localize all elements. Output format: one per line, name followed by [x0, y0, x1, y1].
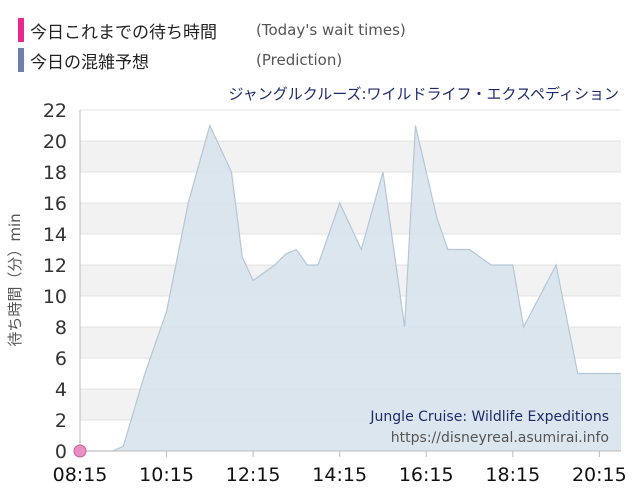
y-tick-label: 2: [55, 410, 67, 432]
grid-band: [80, 141, 621, 172]
watermark-title: Jungle Cruise: Wildlife Expeditions: [369, 409, 609, 425]
y-tick-label: 20: [43, 131, 67, 153]
chart-title: ジャングルクルーズ:ワイルドライフ・エクスペディション: [228, 85, 619, 103]
x-tick-label: 16:15: [399, 464, 454, 486]
x-tick-label: 08:15: [53, 464, 108, 486]
grid-band: [80, 110, 621, 141]
actual-point: [73, 444, 87, 458]
legend-actual-label-jp: 今日これまでの待ち時間: [30, 22, 217, 43]
prediction-area: [80, 123, 621, 452]
legend-prediction: 今日の混雑予想 (Prediction): [18, 48, 343, 73]
x-tick-label: 20:15: [572, 464, 627, 486]
chart-axes: 0 2 4 6 8 10 12 14 16 18 20 22 08:15 10:15 12:15 14:15 1…: [43, 100, 627, 486]
actual-points: [73, 444, 87, 458]
legend-actual-swatch: [18, 18, 24, 42]
y-tick-label: 16: [43, 193, 67, 215]
y-tick-label: 4: [55, 379, 67, 401]
x-tick-label: 14:15: [312, 464, 367, 486]
legend-prediction-label-jp: 今日の混雑予想: [30, 52, 149, 73]
y-tick-label: 0: [55, 441, 67, 463]
x-tick-label: 12:15: [226, 464, 281, 486]
prediction-area-fill: [80, 125, 621, 451]
watermark-url: https://disneyreal.asumirai.info: [391, 430, 609, 446]
prediction-line: [80, 123, 621, 452]
y-tick-label: 8: [55, 317, 67, 339]
y-tick-label: 6: [55, 348, 67, 370]
legend-prediction-label-en: (Prediction): [256, 51, 343, 69]
y-tick-label: 22: [43, 100, 67, 122]
y-tick-label: 12: [43, 255, 67, 277]
y-tick-label: 14: [43, 224, 67, 246]
y-axis-label: 待ち時間（分）min: [6, 213, 24, 346]
legend-actual: 今日これまでの待ち時間 (Today's wait times): [18, 18, 406, 43]
y-tick-label: 10: [43, 286, 67, 308]
y-tick-label: 18: [43, 162, 67, 184]
legend-prediction-swatch: [18, 48, 24, 72]
legend-actual-label-en: (Today's wait times): [256, 21, 406, 39]
x-tick-label: 18:15: [485, 464, 540, 486]
x-tick-label: 10:15: [139, 464, 194, 486]
grid-band: [80, 172, 621, 203]
